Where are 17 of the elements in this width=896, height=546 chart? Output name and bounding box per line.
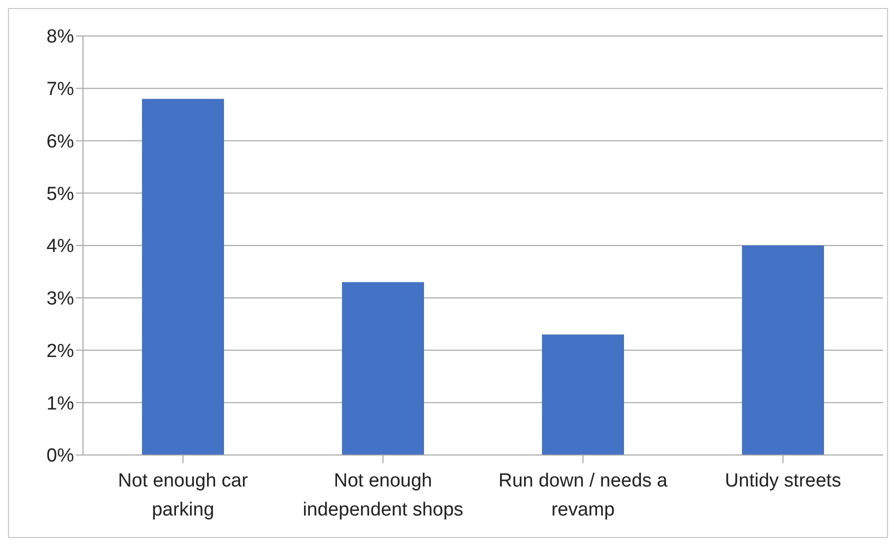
y-tick-label: 6% [46, 131, 74, 152]
y-tick-label: 4% [46, 236, 74, 258]
y-tick-label: 0% [46, 446, 74, 467]
y-tick-label: 3% [46, 288, 74, 310]
bar [142, 98, 224, 455]
y-tick-label: 5% [46, 184, 74, 205]
bar [342, 282, 424, 455]
x-tick-label: Not enough independent shops [302, 470, 464, 520]
bar [742, 246, 824, 455]
x-tick-label: Not enough car parking [118, 470, 249, 520]
bar [542, 334, 624, 455]
y-tick-label: 2% [46, 340, 74, 362]
y-tick-label: 1% [46, 393, 74, 414]
y-tick-label: 7% [46, 79, 74, 100]
x-tick-label: Run down / needs a revamp [498, 470, 668, 520]
x-tick-label: Untidy streets [724, 470, 842, 492]
y-tick-label: 8% [46, 26, 74, 48]
